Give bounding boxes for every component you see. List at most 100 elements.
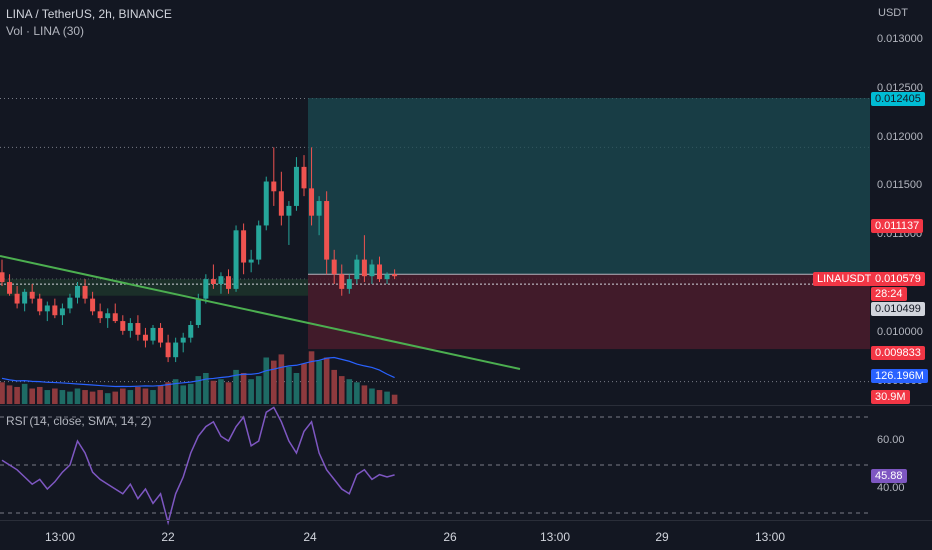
candle-body [127,323,133,331]
volume-bar [36,386,43,404]
stop-zone [308,274,870,350]
volume-bar [89,391,96,404]
candle-body [195,298,201,325]
pane-divider[interactable] [0,405,932,406]
trendline [0,255,521,370]
rsi-line [1,406,395,526]
volume-bar [210,380,217,404]
volume-bar [338,376,345,404]
volume-bar [6,385,13,404]
volume-bar [82,390,88,404]
volume-bar [127,390,134,404]
volume-bar [308,351,315,404]
candle-body [203,279,209,299]
time-label: 22 [161,530,175,544]
candle-body [165,342,171,358]
time-label: 13:00 [539,530,571,544]
volume-bar [286,366,292,404]
volume-bar [354,382,360,404]
volume-bar [278,354,285,404]
volume-bar [165,382,171,404]
candle-body [0,272,5,283]
currency-label: USDT [878,7,908,19]
candle-body [271,181,277,192]
volume-bar [195,376,202,404]
candle-body [7,282,13,294]
candle-body [142,334,148,341]
candle-body [286,205,292,216]
volume-bar [218,379,224,404]
stop-price-badge: 0.009833 [871,346,925,360]
candle-body [361,259,367,277]
volume-bar [157,385,164,404]
candle-body [256,225,262,260]
volume-bar [391,394,398,404]
candle-body [82,285,88,299]
candle-body [44,305,50,312]
candle-body [188,324,194,338]
volume-bar [29,388,35,404]
volume-bar [67,391,73,404]
price-tick: 0.010000 [877,325,923,338]
volume-bar [112,391,119,404]
candle-body [324,201,330,260]
volume-bar [142,388,149,404]
volume-bar [44,390,51,404]
volume-bar [331,369,337,404]
candle-body [226,276,231,289]
candle-body [22,291,28,304]
candle-body [158,327,164,343]
volume-bar [59,390,66,404]
candle-body [218,276,224,284]
symbol-tag: LINAUSDT [813,272,876,286]
time-label: 13:00 [754,530,786,544]
volume-bar [187,383,194,404]
volume-bar [248,379,254,404]
time-label: 29 [655,530,669,544]
current-price-badge: 0.010499 [871,302,925,316]
support-zone [0,279,308,296]
volume-ma-line [1,356,395,388]
candle-body [97,311,103,319]
target-price-badge: 0.012405 [871,92,925,106]
time-label: 26 [443,530,457,544]
volume-bar [233,369,239,404]
candle-body [150,327,156,341]
price-tick: 0.012000 [877,130,923,143]
volume-bar [21,383,28,404]
volume-bar [14,386,20,404]
volume-bar [97,390,103,404]
candle-body [384,274,390,280]
volume-legend: Vol · LINA (30) [6,24,85,38]
time-axis-divider [0,520,932,521]
volume-bar [255,376,262,404]
volume-bar [346,379,353,404]
candle-body [233,230,239,289]
candle-body [248,259,254,263]
candle-body [354,259,360,280]
candle-body [210,279,216,284]
time-label: 13:00 [44,530,76,544]
price-tick: 0.013000 [877,33,923,45]
candle-body [331,259,337,275]
candle-body [392,274,398,277]
candle-body [120,321,126,331]
candle-body [59,308,65,316]
volume-bar [135,386,141,404]
candle-body [369,264,375,277]
volume-bar [323,357,330,404]
volume-bar [120,388,126,404]
candle-body [173,342,179,358]
candle-body [14,293,20,304]
candle-body [377,264,382,280]
candle-body [263,181,269,226]
volume-bar [52,388,58,404]
candle-body [346,279,352,289]
volume-bar [361,385,368,404]
volume-bar [301,363,307,404]
candle-body [29,291,35,299]
entry-price-badge: 0.011137 [871,219,924,233]
candle-body [293,166,299,206]
candle-body [309,188,315,216]
